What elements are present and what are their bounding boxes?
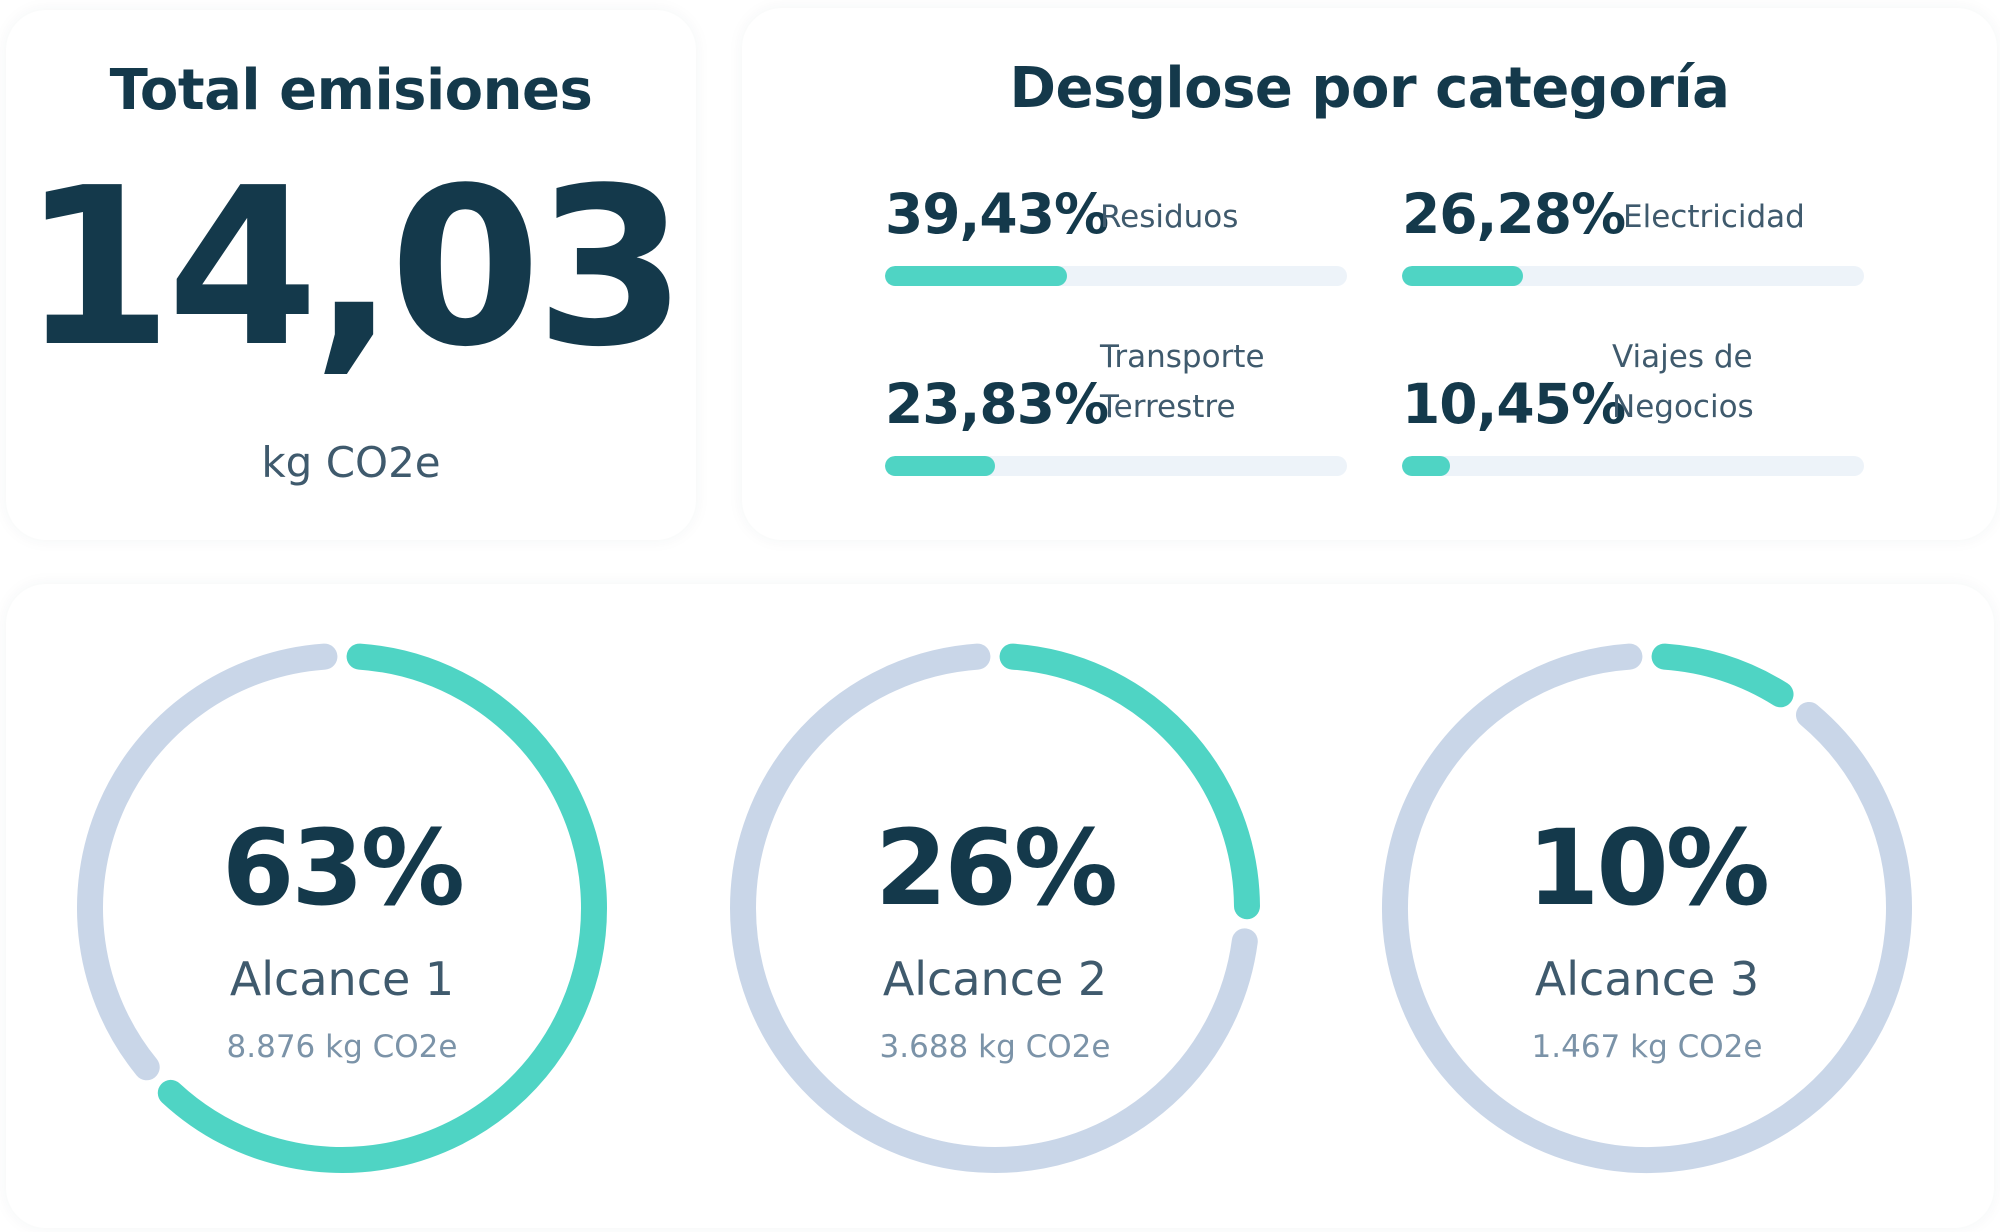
scope-ring-track: [730, 643, 1258, 1173]
scope-label: Alcance 3: [1534, 952, 1760, 1006]
category-progress-track: [1402, 266, 1864, 286]
scopes-card: [6, 584, 1994, 1228]
total-emissions-title: Total emisiones: [109, 58, 593, 123]
category-item-residuos: 39,43% Residuos: [885, 146, 1347, 286]
scope-label: Alcance 1: [229, 952, 455, 1006]
category-progress-track: [885, 456, 1347, 476]
category-progress-fill: [1402, 266, 1524, 286]
scope-ring-fill: [999, 643, 1260, 920]
scope-label: Alcance 2: [882, 952, 1108, 1006]
scope-percent: 63%: [222, 807, 465, 929]
scope-3-donut: 10% Alcance 3 1.467 kg CO2e: [1377, 638, 1917, 1178]
scope-amount: 8.876 kg CO2e: [226, 1029, 458, 1065]
category-label: Electricidad: [1623, 192, 1805, 242]
total-emissions-value: 14,03: [21, 142, 687, 395]
category-label: Residuos: [1100, 192, 1238, 242]
category-progress-fill: [885, 266, 1068, 286]
scope-2-donut: 26% Alcance 2 3.688 kg CO2e: [725, 638, 1265, 1178]
scope-3-ring-chart: [1381, 643, 1912, 1173]
scope-ring-fill: [1651, 643, 1794, 708]
category-item-viajes-de-negocios: 10,45% Viajes de Negocios: [1402, 336, 1864, 476]
category-item-electricidad: 26,28% Electricidad: [1402, 146, 1864, 286]
category-label-line1: Viajes de: [1612, 339, 1753, 375]
scope-ring-track: [1381, 643, 1912, 1173]
scope-1-donut: 63% Alcance 1 8.876 kg CO2e: [72, 638, 612, 1178]
total-emissions-card: Total emisiones 14,03 kg CO2e: [6, 10, 696, 540]
scope-1-ring-chart: [77, 643, 607, 1173]
category-label: Transporte Terrestre: [1100, 332, 1265, 432]
category-progress-fill: [885, 456, 996, 476]
category-progress-track: [885, 266, 1347, 286]
scope-ring-fill: [157, 643, 607, 1173]
scope-percent: 10%: [1527, 807, 1770, 929]
category-progress-track: [1402, 456, 1864, 476]
category-label-line1: Transporte: [1100, 339, 1265, 375]
category-item-transporte-terrestre: 23,83% Transporte Terrestre: [885, 336, 1347, 476]
category-label-line2: Negocios: [1612, 389, 1754, 425]
category-label-line1: Electricidad: [1623, 199, 1805, 235]
scope-ring-track: [77, 643, 338, 1081]
category-percent: 39,43%: [885, 182, 1109, 246]
category-progress-fill: [1402, 456, 1451, 476]
scope-percent: 26%: [875, 807, 1118, 929]
category-percent: 10,45%: [1402, 372, 1626, 436]
total-emissions-unit: kg CO2e: [261, 438, 441, 487]
category-percent: 23,83%: [885, 372, 1109, 436]
category-breakdown-card: Desglose por categoría 39,43% Residuos 2…: [742, 8, 1997, 540]
category-label-line2: Terrestre: [1100, 389, 1236, 425]
scope-2-ring-chart: [730, 643, 1260, 1173]
scope-amount: 3.688 kg CO2e: [879, 1029, 1111, 1065]
category-percent: 26,28%: [1402, 182, 1626, 246]
category-label: Viajes de Negocios: [1612, 332, 1754, 432]
scope-amount: 1.467 kg CO2e: [1531, 1029, 1763, 1065]
category-label-line1: Residuos: [1100, 199, 1239, 235]
category-breakdown-title: Desglose por categoría: [1009, 56, 1730, 121]
